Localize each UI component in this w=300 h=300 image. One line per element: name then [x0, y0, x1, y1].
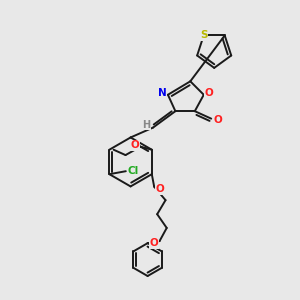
Text: O: O [150, 238, 159, 248]
Text: Cl: Cl [128, 166, 139, 176]
Text: O: O [205, 88, 213, 98]
Text: O: O [155, 184, 164, 194]
Text: O: O [213, 115, 222, 125]
Text: S: S [200, 31, 207, 40]
Text: N: N [158, 88, 167, 98]
Text: H: H [142, 120, 151, 130]
Text: O: O [131, 140, 140, 150]
